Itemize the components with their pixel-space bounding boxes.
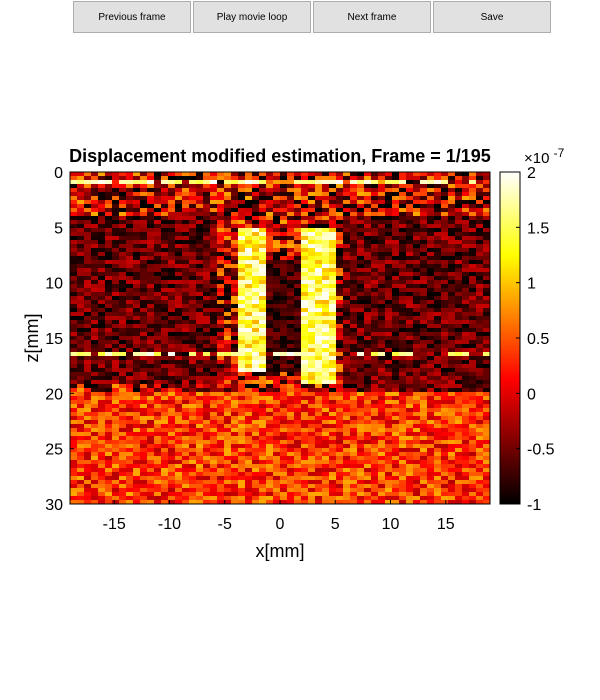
y-tick-label: 0 (54, 165, 63, 182)
save-button[interactable]: Save (433, 1, 551, 33)
colorbar-tick-label: 2 (527, 165, 536, 182)
play-movie-loop-button[interactable]: Play movie loop (193, 1, 311, 33)
y-tick-label: 5 (54, 220, 63, 237)
colorbar-multiplier-exponent: -7 (554, 146, 565, 160)
x-tick-label: -10 (158, 516, 181, 533)
colorbar-tick-label: -1 (527, 497, 541, 514)
colorbar-tick-label: 1 (527, 276, 536, 293)
colorbar-tick-label: -0.5 (527, 442, 555, 459)
y-axis-label: z[mm] (22, 314, 42, 363)
heatmap-image (70, 172, 490, 504)
x-axis-label: x[mm] (256, 541, 305, 561)
toolbar: Previous frame Play movie loop Next fram… (73, 1, 551, 33)
y-tick-label: 25 (45, 442, 63, 459)
y-tick-label: 10 (45, 276, 63, 293)
y-axis: 0 5 10 15 20 25 30 (45, 165, 74, 514)
x-tick-label: 5 (331, 516, 340, 533)
y-tick-label: 15 (45, 331, 63, 348)
y-tick-label: 30 (45, 497, 63, 514)
colorbar-tick-label: 0.5 (527, 331, 549, 348)
x-tick-label: -15 (103, 516, 126, 533)
colorbar-axis: 2 1.5 1 0.5 0 -0.5 -1 (516, 165, 555, 514)
colorbar-multiplier: ×10 -7 (524, 146, 565, 167)
x-tick-label: 0 (276, 516, 285, 533)
colorbar-multiplier-base: ×10 (524, 150, 549, 167)
previous-frame-button[interactable]: Previous frame (73, 1, 191, 33)
x-tick-label: 10 (382, 516, 400, 533)
colorbar-tick-label: 1.5 (527, 220, 549, 237)
next-frame-button[interactable]: Next frame (313, 1, 431, 33)
x-axis: -15 -10 -5 0 5 10 15 (103, 500, 455, 533)
x-tick-label: 15 (437, 516, 455, 533)
y-tick-label: 20 (45, 386, 63, 403)
x-tick-label: -5 (218, 516, 232, 533)
colorbar-tick-label: 0 (527, 386, 536, 403)
chart-title: Displacement modified estimation, Frame … (69, 146, 491, 166)
